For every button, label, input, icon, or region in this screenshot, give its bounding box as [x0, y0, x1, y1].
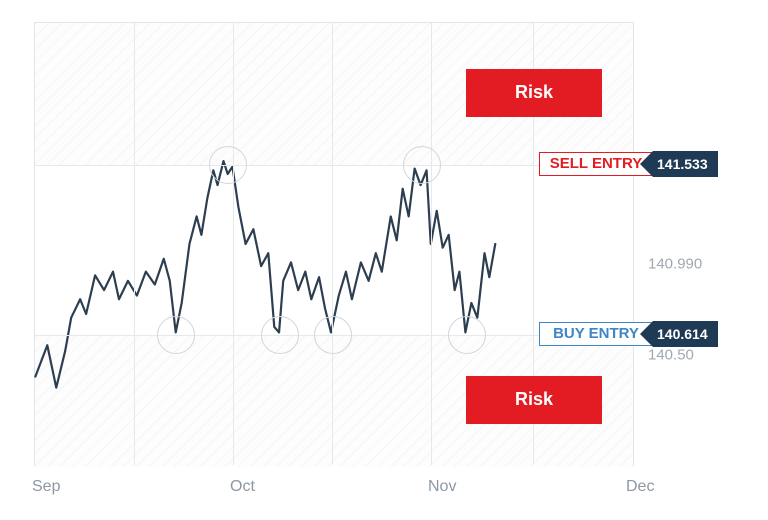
x-axis-label: Dec	[626, 478, 654, 496]
x-axis-label: Oct	[230, 478, 255, 496]
y-label-mid: 140.990	[648, 256, 702, 273]
price-tag-support: 140.614	[640, 321, 718, 347]
vgrid-1	[233, 23, 234, 465]
price-tag-value: 141.533	[653, 151, 718, 177]
x-axis-label: Sep	[32, 478, 60, 496]
risk-zone-upper: Risk	[466, 69, 602, 117]
chart-container: Sep Oct Nov Dec 140.990 140.50 Risk Risk SE…	[0, 0, 768, 520]
vgrid-2	[332, 23, 333, 465]
sell-entry-label: SELL ENTRY	[539, 152, 653, 176]
price-tag-value: 140.614	[653, 321, 718, 347]
vgrid-3	[431, 23, 432, 465]
price-tag-arrow	[640, 321, 653, 347]
risk-zone-lower: Risk	[466, 376, 602, 424]
y-label-floor: 140.50	[648, 347, 694, 364]
buy-entry-label: BUY ENTRY	[539, 322, 653, 346]
x-axis-label: Nov	[428, 478, 456, 496]
vgrid-0	[134, 23, 135, 465]
price-tag-resistance: 141.533	[640, 151, 718, 177]
price-tag-arrow	[640, 151, 653, 177]
